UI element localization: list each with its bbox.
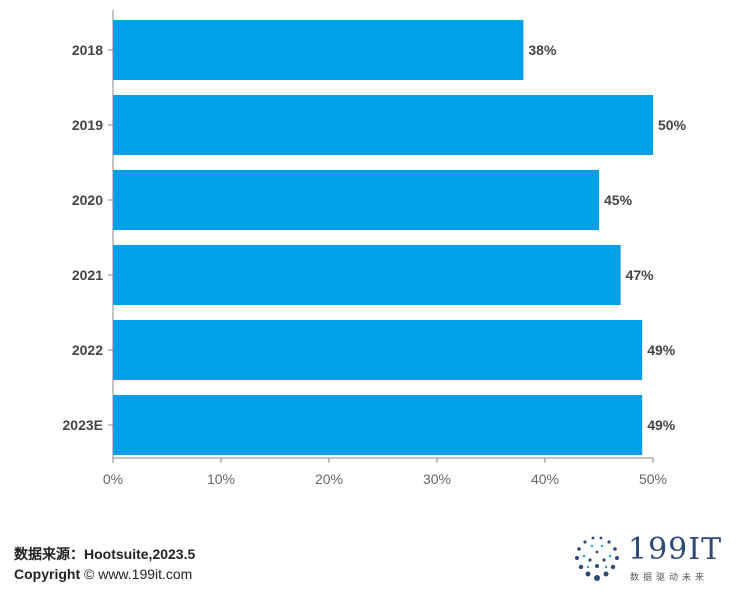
bar-2022 — [113, 320, 643, 380]
category-label: 2021 — [72, 267, 103, 283]
data-source-note: 数据来源：Hootsuite,2023.5 — [14, 546, 196, 562]
bar-2020 — [113, 170, 599, 230]
bar-2021 — [113, 245, 621, 305]
copyright-note: Copyright © www.199it.com — [14, 566, 192, 582]
logo-tagline: 数据驱动未来 — [630, 572, 709, 582]
category-label: 2018 — [72, 42, 103, 58]
bar-2018 — [113, 20, 524, 80]
category-label: 2019 — [72, 117, 103, 133]
x-tick-label: 20% — [315, 471, 343, 487]
category-label: 2022 — [72, 342, 103, 358]
category-label: 2020 — [72, 192, 103, 208]
category-label: 2023E — [63, 417, 103, 433]
data-label: 49% — [647, 417, 676, 433]
199it-logo: 199IT 数据驱动未来 — [568, 530, 733, 588]
x-tick-label: 40% — [531, 471, 559, 487]
logo-wordmark: 199IT — [628, 532, 723, 567]
dot-swirl-icon — [575, 536, 619, 581]
data-label: 50% — [658, 117, 687, 133]
x-tick-label: 50% — [639, 471, 667, 487]
bar-2019 — [113, 95, 653, 155]
bar-2023E — [113, 395, 643, 455]
copyright-word: Copyright — [14, 566, 81, 582]
bar-chart: 0% 10% 20% 30% 40% 50% 2018 38% 2019 50% 2020 45% 20… — [63, 10, 687, 487]
x-tick-label: 10% — [207, 471, 235, 487]
data-label: 38% — [528, 42, 557, 58]
x-tick-label: 0% — [103, 471, 123, 487]
x-tick-label: 30% — [423, 471, 451, 487]
data-label: 45% — [604, 192, 633, 208]
copyright-site: © www.199it.com — [80, 566, 193, 582]
data-label: 49% — [647, 342, 676, 358]
data-label: 47% — [626, 267, 655, 283]
